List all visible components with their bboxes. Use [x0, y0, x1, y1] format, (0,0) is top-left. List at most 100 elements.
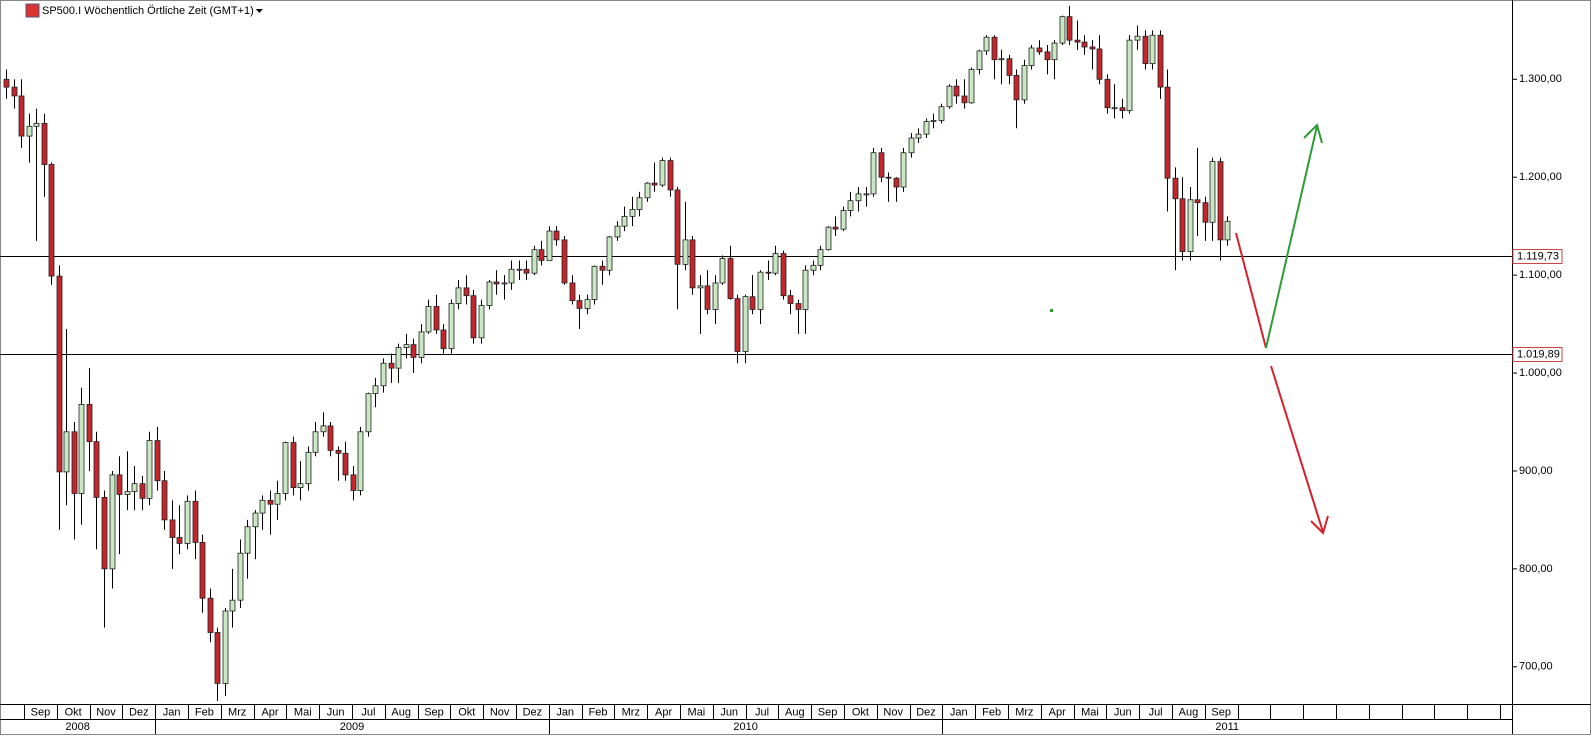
candle-body — [742, 296, 749, 352]
candle-body — [659, 160, 666, 186]
candle-body — [531, 249, 538, 274]
candle-body — [516, 268, 523, 271]
month-label: Dez — [916, 706, 936, 718]
candle-body — [682, 239, 689, 265]
candle-body — [885, 176, 892, 179]
y-tick-label: 1.000,00 — [1519, 367, 1562, 379]
arrow-down-1 — [1235, 232, 1267, 349]
candle-body — [327, 425, 334, 451]
y-tick-label: 1.300,00 — [1519, 73, 1562, 85]
candle-body — [772, 253, 779, 274]
candle-body — [961, 95, 968, 104]
candle-body — [765, 271, 772, 274]
candle-body — [1187, 199, 1194, 253]
month-label: Sep — [1211, 706, 1231, 718]
candle-body — [297, 483, 304, 488]
candle-body — [320, 425, 327, 433]
arrow-down-head — [1310, 515, 1329, 535]
candle-body — [599, 265, 606, 271]
candle-body — [342, 452, 349, 476]
candle-body — [1081, 41, 1088, 48]
candle-body — [1028, 47, 1035, 67]
candle-body — [1224, 220, 1231, 241]
year-label: 2009 — [340, 721, 364, 733]
candle-body — [116, 474, 123, 495]
candle-body — [18, 95, 25, 137]
candle-body — [3, 78, 10, 88]
month-label: Mai — [294, 706, 312, 718]
candle-body — [501, 282, 508, 285]
candle-body — [237, 552, 244, 601]
candle-body — [923, 121, 930, 135]
month-label: Feb — [982, 706, 1001, 718]
candle-body — [380, 362, 387, 387]
candle-body — [832, 226, 839, 230]
candle-body — [131, 483, 138, 492]
candle-body — [312, 431, 319, 453]
candle-body — [976, 50, 983, 70]
candle-body — [48, 164, 55, 277]
candle-body — [636, 197, 643, 210]
candle-body — [938, 106, 945, 121]
candle-body — [259, 499, 266, 514]
marker-dot — [1050, 309, 1053, 312]
candle-body — [274, 493, 281, 505]
year-label: 2008 — [65, 721, 89, 733]
candle-body — [199, 542, 206, 599]
candle-body — [1119, 107, 1126, 112]
candle-body — [1217, 161, 1224, 241]
level-label-box — [1512, 249, 1563, 264]
candle-body — [946, 85, 953, 108]
candle-body — [1059, 16, 1066, 44]
candle-body — [621, 215, 628, 227]
candle-body — [787, 295, 794, 304]
candle-body — [1142, 35, 1149, 65]
candle-body — [802, 269, 809, 310]
candle-body — [719, 258, 726, 284]
candle-body — [863, 193, 870, 196]
candle-body — [1096, 48, 1103, 80]
year-label: 2011 — [1215, 721, 1239, 733]
candle-body — [335, 449, 342, 454]
month-label: Mrz — [1015, 706, 1033, 718]
symbol-icon — [25, 3, 40, 18]
candle-body — [244, 526, 251, 554]
candle-body — [425, 306, 432, 333]
candle-body — [267, 499, 274, 505]
level-label: 1.019,89 — [1517, 348, 1560, 360]
candle-body — [734, 298, 741, 352]
y-tick-label: 1.100,00 — [1519, 269, 1562, 281]
arrows — [1235, 123, 1329, 535]
month-label: Mrz — [228, 706, 246, 718]
candle-body — [365, 393, 372, 433]
candle-body — [448, 303, 455, 349]
candle-body — [1179, 198, 1186, 253]
candle-body — [63, 431, 70, 473]
candle-body — [282, 442, 289, 494]
candle-body — [1074, 39, 1081, 43]
candle-body — [900, 152, 907, 188]
candle-body — [847, 200, 854, 211]
level-label: 1.119,73 — [1517, 250, 1559, 262]
candle-body — [146, 440, 153, 499]
candle-body — [207, 597, 214, 633]
candle-body — [569, 282, 576, 301]
month-label: Feb — [589, 706, 608, 718]
candle-body — [350, 474, 357, 491]
candle-body — [893, 177, 900, 188]
candle-body — [26, 125, 33, 137]
y-tick-label: 800,00 — [1519, 563, 1553, 575]
title-caret[interactable] — [255, 9, 263, 13]
month-label: Mai — [688, 706, 706, 718]
candle-body — [372, 385, 379, 395]
candle-body — [154, 440, 161, 482]
month-label: Dez — [129, 706, 149, 718]
candle-body — [109, 474, 116, 570]
month-label: Apr — [655, 706, 672, 718]
month-label: Sep — [31, 706, 51, 718]
candle-body — [184, 500, 191, 544]
candle-body — [817, 249, 824, 266]
candle-body — [968, 69, 975, 104]
candle-body — [538, 249, 545, 261]
